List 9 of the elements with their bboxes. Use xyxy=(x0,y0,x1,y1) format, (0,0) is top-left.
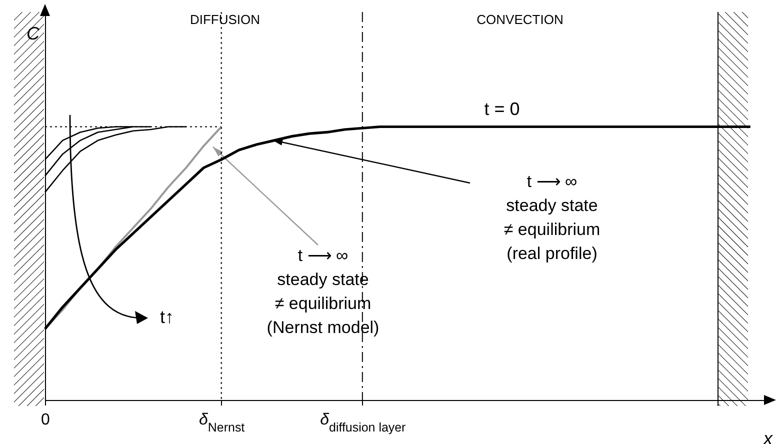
annotation: t ⟶ ∞ steady state ≠ equilibrium (Nernst model) xyxy=(266,246,380,337)
annotation: t↑ xyxy=(160,307,174,327)
text: DIFFUSION xyxy=(190,12,260,27)
x-tick-label: 0 xyxy=(41,412,50,428)
x-tick-label: δ$_{Nernst}$ xyxy=(199,412,246,434)
x-tick-label: δ$_{diffusion layer}$ xyxy=(320,412,406,434)
text: CONVECTION xyxy=(476,12,564,27)
text: t = 0 xyxy=(484,98,520,119)
annotation: t ⟶ ∞ steady state ≠ equilibrium (real profile) xyxy=(504,172,600,263)
